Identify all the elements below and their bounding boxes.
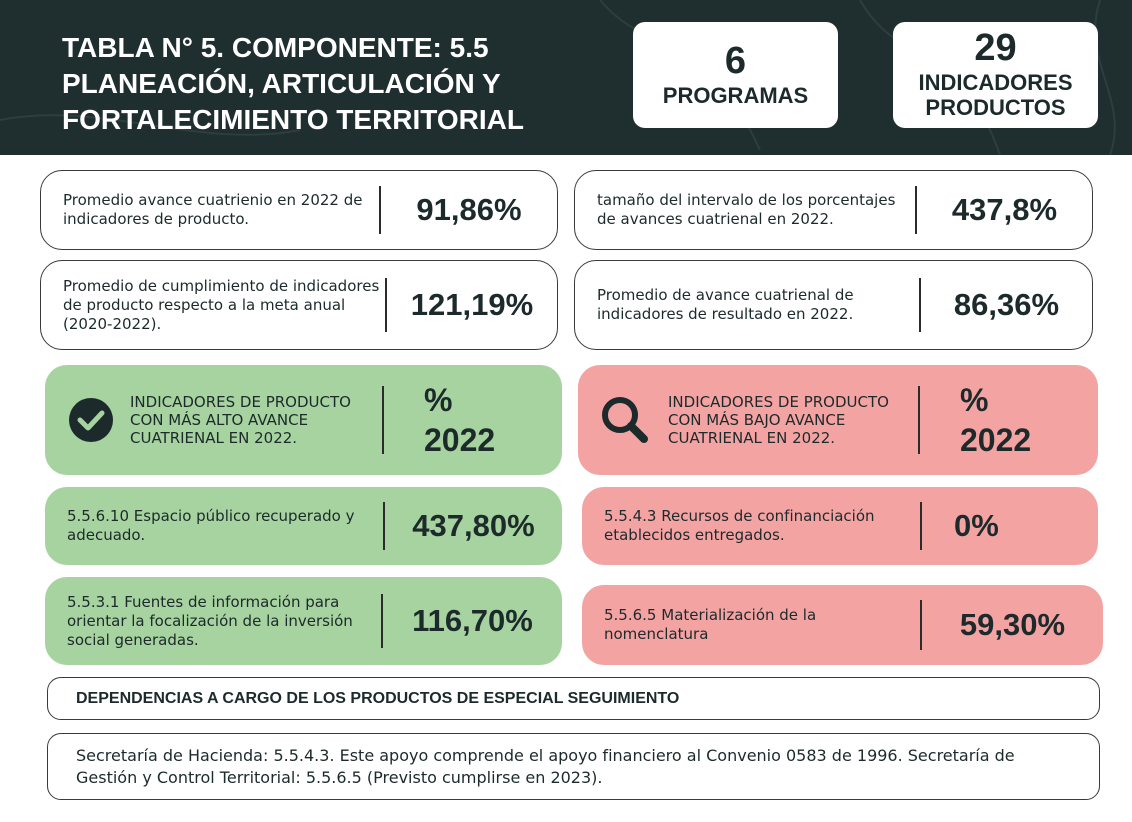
highest-title: INDICADORES DE PRODUCTO CON MÁS ALTO AVA… [130,393,351,447]
summary-value: 437,8% [951,192,1058,227]
highest-header: INDICADORES DE PRODUCTO CON MÁS ALTO AVA… [45,365,562,475]
divider [379,185,381,235]
item-value: 0% [954,508,999,543]
check-icon [69,398,113,442]
dependencies-box: Secretaría de Hacienda: 5.5.4.3. Este ap… [47,733,1100,800]
dependencies-title: DEPENDENCIAS A CARGO DE LOS PRODUCTOS DE… [47,677,1100,720]
summary-label: Promedio de avance cuatrienal de indicad… [597,286,854,323]
divider [920,501,922,551]
divider [385,277,387,333]
divider [919,277,921,333]
lowest-title: INDICADORES DE PRODUCTO CON MÁS BAJO AVA… [668,393,889,447]
summary-value: 121,19% [410,287,534,322]
item-value: 437,80% [412,508,535,543]
summary-value: 91,86% [416,192,522,227]
divider [382,385,384,455]
dependencies-text: Secretaría de Hacienda: 5.5.4.3. Este ap… [76,745,1015,787]
dependencies-title-text: DEPENDENCIAS A CARGO DE LOS PRODUCTOS DE… [76,689,680,707]
divider [915,185,917,235]
divider [920,600,922,650]
summary-label: Promedio avance cuatrienio en 2022 de in… [63,191,363,228]
column-header: % 2022 [960,382,1032,458]
lowest-item: 5.5.6.5 Materialización de la nomenclatu… [582,585,1103,665]
lowest-header: INDICADORES DE PRODUCTO CON MÁS BAJO AVA… [578,365,1098,475]
divider [383,501,385,551]
summary-label: tamaño del intervalo de los porcentajes … [597,191,896,228]
divider [918,385,920,455]
stat-label: PROGRAMAS [662,82,809,108]
item-label: 5.5.6.10 Espacio público recuperado y ad… [67,507,355,544]
summary-card: Promedio de cumplimiento de indicadores … [40,260,558,350]
highest-item: 5.5.3.1 Fuentes de información para orie… [45,577,562,665]
summary-value: 86,36% [953,287,1060,322]
stat-value: 6 [724,39,747,82]
item-label: 5.5.3.1 Fuentes de información para orie… [67,592,353,649]
stat-box: 6 PROGRAMAS [633,22,838,128]
header: TABLA N° 5. COMPONENTE: 5.5 PLANEACIÓN, … [0,0,1132,155]
stat-box: 29 INDICADORES PRODUCTOS [893,22,1098,128]
summary-card: Promedio avance cuatrienio en 2022 de in… [40,170,558,250]
item-label: 5.5.4.3 Recursos de confinanciación etab… [604,507,875,544]
lowest-item: 5.5.4.3 Recursos de confinanciación etab… [582,487,1098,565]
summary-label: Promedio de cumplimiento de indicadores … [63,276,380,333]
highest-item: 5.5.6.10 Espacio público recuperado y ad… [45,487,562,565]
column-header: % 2022 [424,382,496,458]
item-value: 59,30% [959,607,1066,642]
summary-card: tamaño del intervalo de los porcentajes … [574,170,1093,250]
title: TABLA N° 5. COMPONENTE: 5.5 PLANEACIÓN, … [62,32,524,135]
stat-value: 29 [974,27,1017,69]
stat-label: INDICADORES PRODUCTOS [918,70,1073,120]
search-icon [602,397,648,443]
divider [381,593,383,649]
summary-card: Promedio de avance cuatrienal de indicad… [574,260,1093,350]
item-value: 116,70% [412,603,533,638]
item-label: 5.5.6.5 Materialización de la nomenclatu… [604,606,817,643]
